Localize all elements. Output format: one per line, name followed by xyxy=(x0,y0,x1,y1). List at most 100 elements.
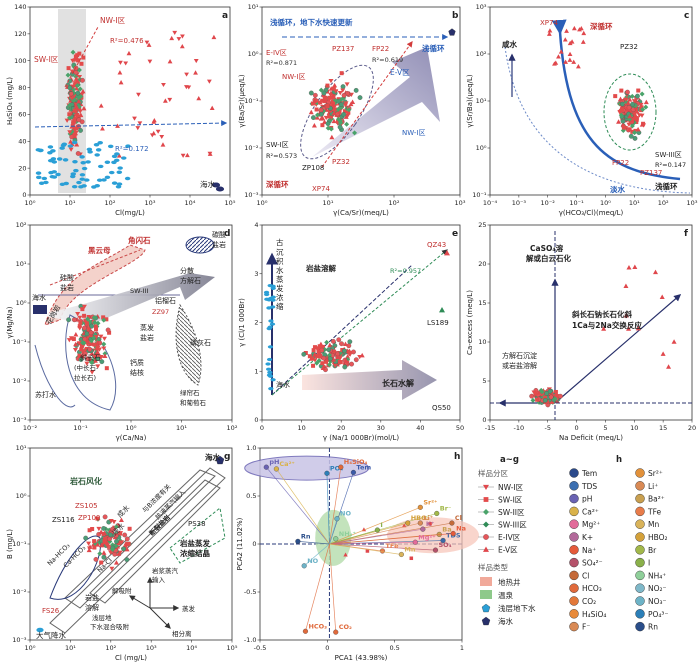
data-point xyxy=(215,455,225,465)
data-point xyxy=(92,545,97,550)
data-point xyxy=(623,97,629,102)
x-tick-label: 10¹ xyxy=(65,644,76,652)
data-point xyxy=(97,164,104,169)
x-tick-label: 10 xyxy=(297,424,305,432)
annotation: R²=0.147 xyxy=(655,161,686,169)
y-tick-label: 10¹ xyxy=(16,260,27,268)
legend-swatch xyxy=(635,532,645,542)
annotation: 岩浆蒸汽 xyxy=(152,566,179,575)
x-tick-label: 10 xyxy=(630,424,638,432)
data-point xyxy=(332,363,338,368)
loading-point xyxy=(301,563,307,569)
panel-f: f CaSO₄溶解或白云石化斜长石钠长石化斜1Ca与2Na交换反应方解石沉淀或岩盐… xyxy=(466,221,696,442)
data-point xyxy=(580,39,586,44)
data-point xyxy=(73,113,79,118)
x-tick-label: 10² xyxy=(389,199,400,207)
data-point xyxy=(80,307,85,312)
legend-label: Br xyxy=(648,546,657,555)
zone-outline xyxy=(169,507,226,564)
data-point xyxy=(76,117,82,123)
data-point xyxy=(267,374,274,378)
annotation: 方解石沉淀 xyxy=(502,351,537,360)
data-point xyxy=(167,59,173,64)
legend-label: NO₃⁻ xyxy=(648,597,667,606)
data-point xyxy=(343,114,349,119)
annotation: CaSO₄溶 xyxy=(530,243,564,253)
x-tick-label: 10¹ xyxy=(65,199,76,207)
process-arrow xyxy=(40,273,215,325)
legend-label: E-IV区 xyxy=(498,533,521,542)
data-point xyxy=(43,180,49,185)
data-point xyxy=(552,61,557,66)
legend-swatch xyxy=(569,557,579,568)
legend-label: Li⁺ xyxy=(648,482,658,491)
y-tick-label: 3 xyxy=(254,270,258,278)
data-point xyxy=(348,101,354,107)
data-point xyxy=(73,168,79,173)
y-tick-label: 10⁰ xyxy=(16,299,27,307)
data-point xyxy=(67,102,73,108)
data-point xyxy=(102,540,107,545)
data-point xyxy=(127,526,132,531)
legend-label: Sr²⁺ xyxy=(648,469,663,478)
data-point xyxy=(84,321,89,326)
legend-label: Ca²⁺ xyxy=(582,507,599,516)
data-point xyxy=(101,341,107,347)
data-point xyxy=(75,78,80,83)
annotation: (中长石- xyxy=(74,363,99,372)
data-point xyxy=(89,360,95,366)
data-point xyxy=(59,146,65,150)
x-tick-label: -10 xyxy=(514,424,525,432)
loading-point xyxy=(417,520,423,526)
y-tick-label: 40 xyxy=(18,137,26,145)
x-tick-label: 10⁻³ xyxy=(512,199,527,207)
annotation: 拉长石) xyxy=(74,373,96,382)
annotation: SW-III xyxy=(130,287,148,295)
data-point xyxy=(483,484,489,490)
data-point xyxy=(268,387,274,391)
data-point xyxy=(317,344,322,349)
legend-swatch xyxy=(480,590,492,599)
data-point xyxy=(151,130,157,136)
data-point xyxy=(116,541,121,546)
data-point xyxy=(94,184,100,188)
data-point xyxy=(337,109,342,114)
data-point xyxy=(562,37,568,42)
y-tick-label: 10⁰ xyxy=(16,492,27,500)
data-point xyxy=(71,140,78,145)
legend-label: SW-I区 xyxy=(498,496,523,505)
data-point xyxy=(93,557,99,562)
annotation: 浓缩结晶 xyxy=(180,548,210,558)
data-point xyxy=(353,357,359,363)
loading-point xyxy=(440,537,446,544)
data-point xyxy=(77,86,83,92)
loading-label: Sr²⁺ xyxy=(423,498,437,506)
legend-swatch xyxy=(569,545,579,555)
data-point xyxy=(557,393,563,399)
data-point xyxy=(639,122,645,127)
data-point xyxy=(72,348,78,353)
data-point xyxy=(483,497,489,502)
data-point xyxy=(211,34,217,40)
data-point xyxy=(635,93,640,99)
seawater-box xyxy=(33,305,47,314)
data-point xyxy=(308,109,314,115)
data-point xyxy=(151,119,157,124)
annotation: 蒸发 xyxy=(182,604,196,613)
annotation: R²=0.619 xyxy=(372,56,403,64)
data-point xyxy=(87,346,93,352)
data-point xyxy=(73,104,79,109)
x-axis-label: γ (Na/1 000Br)(mol/L) xyxy=(323,434,399,442)
data-point xyxy=(71,317,77,323)
loading-label: NO xyxy=(340,510,351,518)
data-point xyxy=(326,98,332,103)
annotation: 相分离 xyxy=(172,629,192,638)
data-point xyxy=(92,342,97,347)
loading-vector xyxy=(329,533,454,545)
annotation: PZ32 xyxy=(620,43,638,51)
data-point xyxy=(335,106,341,112)
data-point xyxy=(546,31,552,36)
data-point xyxy=(533,391,538,396)
data-point xyxy=(428,521,432,526)
legend-label: Tem xyxy=(581,469,597,478)
